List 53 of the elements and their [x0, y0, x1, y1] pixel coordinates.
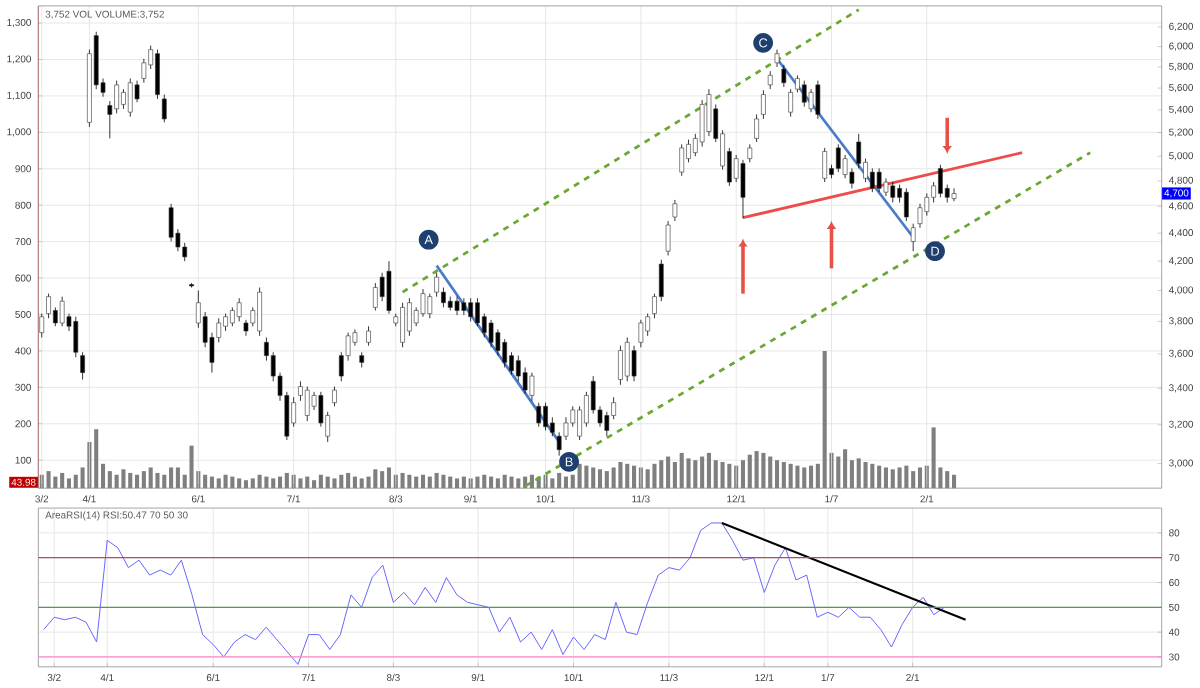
- candlestick: [951, 188, 957, 202]
- candlestick: [801, 80, 807, 108]
- candlestick: [679, 144, 685, 177]
- candlestick: [454, 296, 460, 316]
- candlestick: [468, 297, 473, 322]
- candlestick: [155, 49, 160, 100]
- candlestick: [543, 402, 548, 431]
- candlestick: [230, 307, 235, 327]
- candlestick: [257, 287, 262, 337]
- candlestick: [618, 345, 623, 386]
- candlestick: [236, 297, 242, 322]
- candlestick: [672, 199, 678, 222]
- candlestick: [475, 297, 480, 327]
- candlestick: [869, 168, 875, 193]
- candlestick: [781, 64, 787, 88]
- candlestick: [488, 319, 494, 348]
- candlestick: [39, 313, 45, 338]
- candlestick: [761, 89, 766, 120]
- candlestick: [938, 164, 943, 198]
- candlestick: [80, 352, 85, 381]
- candlestick: [73, 316, 79, 358]
- candlestick: [121, 88, 126, 110]
- candlestick: [740, 159, 746, 219]
- candlestick: [638, 319, 644, 348]
- candlestick: [304, 386, 310, 422]
- candlestick: [59, 296, 65, 327]
- candlestick: [400, 302, 405, 348]
- candlestick: [536, 402, 542, 428]
- candlestick: [407, 297, 412, 337]
- candlestick: [332, 386, 337, 407]
- candlestick: [386, 260, 392, 315]
- candlestick: [127, 78, 133, 118]
- candlestick: [767, 70, 773, 90]
- candlestick: [366, 326, 371, 347]
- candlestick: [822, 147, 828, 183]
- candlestick: [529, 372, 535, 402]
- candlestick: [373, 282, 378, 312]
- candlestick: [114, 80, 119, 114]
- candlestick: [890, 181, 896, 204]
- candlestick: [631, 345, 637, 382]
- candlestick: [808, 88, 814, 113]
- candlestick: [46, 293, 51, 319]
- candlestick: [754, 114, 759, 143]
- candlestick: [665, 220, 671, 257]
- candlestick: [161, 94, 167, 123]
- candlestick: [774, 49, 780, 68]
- candlestick: [835, 144, 841, 173]
- candlestick: [904, 188, 909, 222]
- candlestick: [788, 88, 793, 118]
- candlestick: [876, 168, 882, 193]
- candlestick: [815, 80, 821, 120]
- candlestick: [624, 337, 630, 382]
- candlestick: [420, 288, 426, 318]
